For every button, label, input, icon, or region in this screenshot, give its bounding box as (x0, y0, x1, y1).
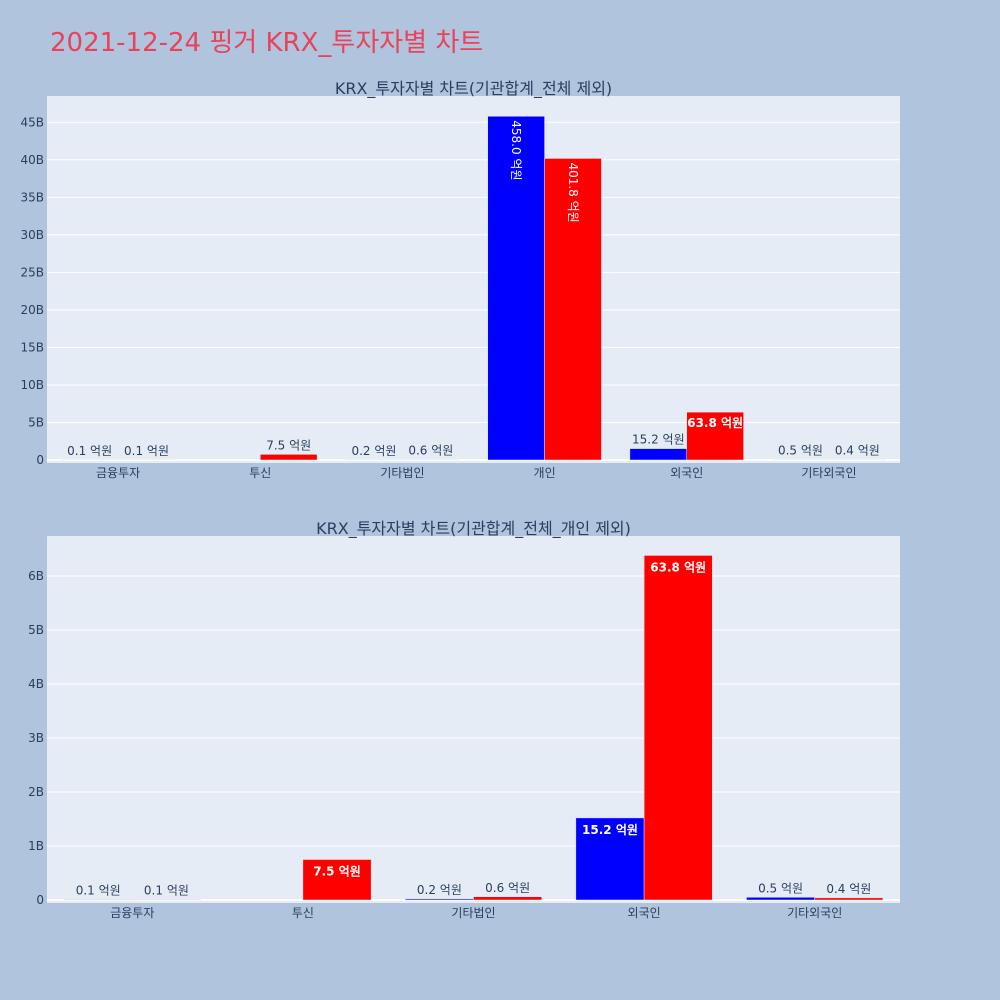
x-tick-label: 금융투자 (110, 906, 154, 920)
x-tick-label: 투신 (292, 906, 314, 920)
bar (746, 897, 815, 901)
bar-data-label: 63.8 억원 (650, 560, 706, 574)
bar-data-label: 0.6 억원 (485, 881, 530, 895)
bar (132, 899, 201, 901)
bar-data-label: 0.5 억원 (778, 444, 823, 458)
bar-data-label: 7.5 억원 (313, 864, 361, 878)
bar-data-label: 15.2 억원 (632, 433, 685, 447)
x-tick-label: 외국인 (628, 906, 661, 920)
bar-data-label: 458.0 억원 (509, 120, 523, 180)
y-tick-label: 0 (36, 453, 44, 467)
page-title: 2021-12-24 핑거 KRX_투자자별 차트 (50, 28, 484, 58)
bar-data-label: 0.2 억원 (417, 883, 462, 897)
y-tick-label: 10B (20, 378, 44, 392)
y-tick-label: 1B (28, 839, 44, 853)
bar-data-label: 7.5 억원 (266, 438, 311, 452)
x-tick-label: 기타외국인 (801, 466, 856, 480)
bar-chart-top: 0 5B 10B 15B 20B 25B 30B 35B 40B 45B KRX_투자자별 차트(기… (20, 79, 900, 480)
y-tick-label: 5B (28, 415, 44, 429)
y-tick-label: 4B (28, 677, 44, 691)
bar (302, 859, 372, 901)
bar-data-label: 0.1 억원 (124, 444, 169, 458)
y-tick-label: 20B (20, 303, 44, 317)
y-tick-label: 35B (20, 190, 44, 204)
bar-data-label: 0.6 억원 (408, 444, 453, 458)
x-tick-label: 기타법인 (380, 466, 424, 480)
bar (575, 817, 645, 901)
x-tick-label: 투신 (249, 466, 271, 480)
y-tick-label: 45B (20, 115, 44, 129)
bar-data-label: 0.2 억원 (351, 444, 396, 458)
chart-title: KRX_투자자별 차트(기관합계_전체_개인 제외) (316, 519, 631, 539)
bar (260, 454, 318, 461)
bar (643, 555, 713, 901)
bar (814, 897, 884, 901)
x-tick-label: 금융투자 (96, 466, 140, 480)
y-tick-label: 25B (20, 265, 44, 279)
chart-title: KRX_투자자별 차트(기관합계_전체 제외) (335, 79, 612, 99)
bar-data-label: 0.1 억원 (76, 883, 121, 897)
bar (686, 411, 744, 461)
y-tick-label: 5B (28, 623, 44, 637)
y-tick-label: 3B (28, 731, 44, 745)
bar-data-label: 0.1 억원 (144, 883, 189, 897)
y-tick-label: 15B (20, 340, 44, 354)
y-tick-label: 30B (20, 228, 44, 242)
bar-data-label: 0.4 억원 (826, 882, 871, 896)
y-tick-label: 40B (20, 153, 44, 167)
bar-data-label: 15.2 억원 (582, 823, 638, 837)
plot-area (47, 96, 900, 463)
bar-data-label: 63.8 억원 (687, 416, 743, 430)
x-tick-label: 기타외국인 (787, 906, 842, 920)
bar (544, 158, 602, 461)
bar-data-label: 0.5 억원 (758, 881, 803, 895)
x-tick-label: 기타법인 (451, 906, 495, 920)
bar (405, 898, 474, 901)
bar-data-label: 0.4 억원 (835, 444, 880, 458)
y-tick-label: 2B (28, 785, 44, 799)
plot-area (47, 536, 900, 903)
bar (487, 116, 545, 461)
bar-data-label: 401.8 억원 (566, 162, 580, 222)
y-tick-label: 0 (36, 893, 44, 907)
bar (63, 899, 133, 901)
bar (473, 896, 542, 901)
y-tick-label: 6B (28, 569, 44, 583)
bar-data-label: 0.1 억원 (67, 444, 112, 458)
x-tick-label: 외국인 (670, 466, 703, 480)
x-tick-label: 개인 (534, 466, 556, 480)
